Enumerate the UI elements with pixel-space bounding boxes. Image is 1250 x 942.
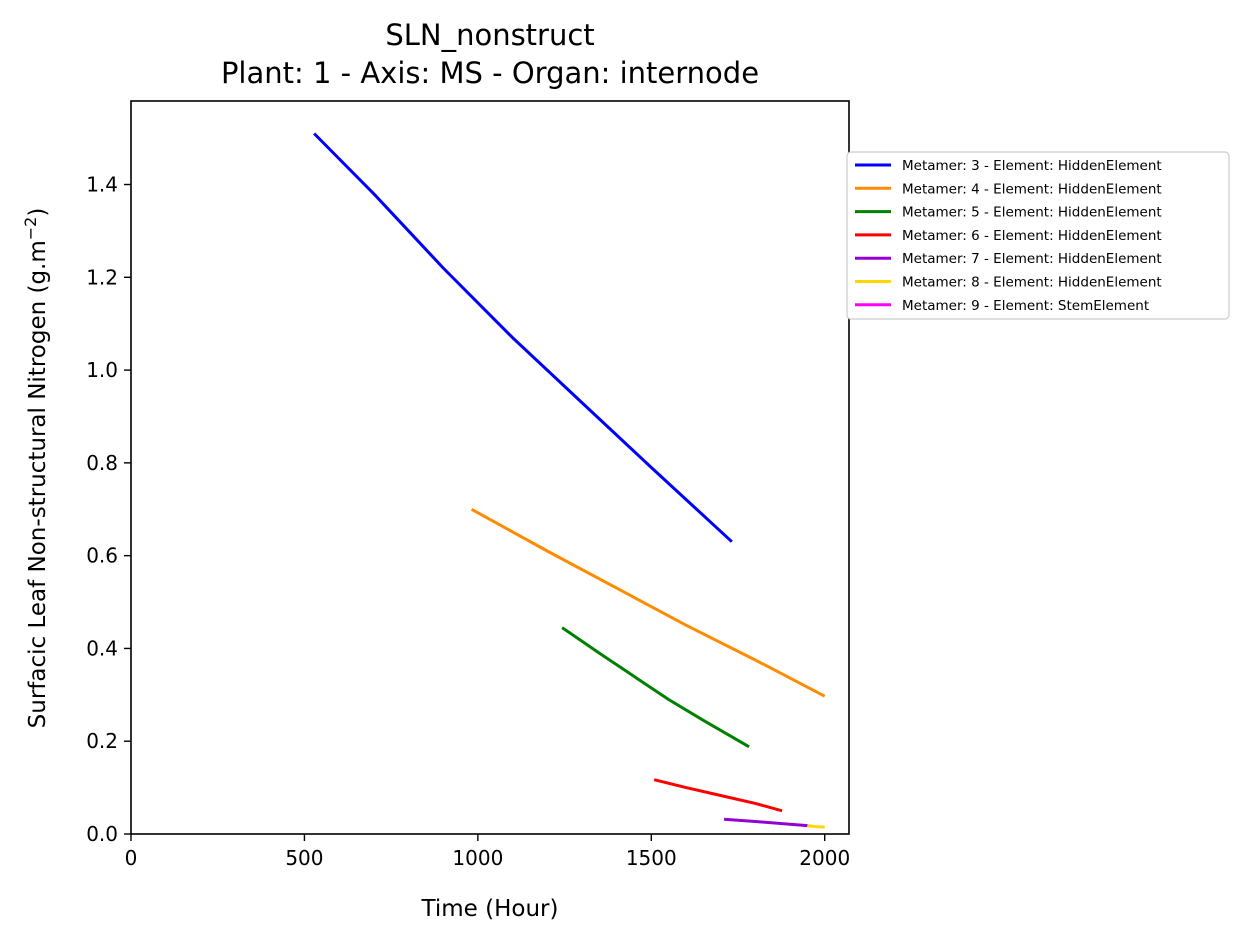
x-axis-label: Time (Hour) xyxy=(421,896,559,922)
legend-label-6: Metamer: 8 - Element: HiddenElement xyxy=(902,275,1162,291)
series-line-3 xyxy=(561,626,750,749)
x-axis: 0 500 1000 1500 2000 xyxy=(125,834,850,870)
legend-label-4: Metamer: 6 - Element: HiddenElement xyxy=(902,228,1162,244)
series-line-6 xyxy=(807,824,825,829)
legend-label-7: Metamer: 9 - Element: StemElement xyxy=(902,298,1149,314)
y-tick-label: 0.0 xyxy=(86,822,118,846)
x-tick-label: 500 xyxy=(285,846,323,870)
plot-lines xyxy=(313,132,826,829)
plot-frame xyxy=(130,100,850,835)
y-tick-label: 0.8 xyxy=(86,451,118,475)
legend-items: Metamer: 3 - Element: HiddenElement Metam… xyxy=(855,158,1162,314)
y-axis-label-main: Surfacic Leaf Non-structural Nitrogen (g… xyxy=(25,240,51,728)
y-tick-label: 1.2 xyxy=(86,265,118,289)
y-tick-label: 1.4 xyxy=(86,173,118,197)
series-line-4 xyxy=(653,778,783,813)
x-tick-label: 1500 xyxy=(626,846,677,870)
legend-frame xyxy=(846,151,1230,320)
series-line-1 xyxy=(313,132,733,543)
series-line-5 xyxy=(723,817,808,828)
y-tick-label: 1.0 xyxy=(86,358,118,382)
y-tick-label: 0.6 xyxy=(86,544,118,568)
y-axis-label: Surfacic Leaf Non-structural Nitrogen (g… xyxy=(21,208,51,729)
chart-title: SLN_nonstruct xyxy=(385,18,594,52)
series-line-2 xyxy=(470,507,826,698)
y-tick-label: 0.4 xyxy=(86,636,118,660)
chart-subtitle: Plant: 1 - Axis: MS - Organ: internode xyxy=(221,56,759,90)
x-tick-label: 0 xyxy=(125,846,138,870)
legend: Metamer: 3 - Element: HiddenElement Metam… xyxy=(846,151,1230,320)
y-axis-label-superscript: −2 xyxy=(21,217,40,241)
legend-label-2: Metamer: 4 - Element: HiddenElement xyxy=(902,181,1162,197)
y-tick-label: 0.2 xyxy=(86,729,118,753)
legend-label-1: Metamer: 3 - Element: HiddenElement xyxy=(902,158,1162,174)
x-tick-label: 2000 xyxy=(799,846,850,870)
y-axis-label-end: ) xyxy=(25,208,51,217)
y-axis: 0.0 0.2 0.4 0.6 0.8 1.0 1.2 1.4 xyxy=(86,173,131,846)
legend-label-5: Metamer: 7 - Element: HiddenElement xyxy=(902,251,1162,267)
legend-label-3: Metamer: 5 - Element: HiddenElement xyxy=(902,205,1162,221)
x-tick-label: 1000 xyxy=(452,846,503,870)
